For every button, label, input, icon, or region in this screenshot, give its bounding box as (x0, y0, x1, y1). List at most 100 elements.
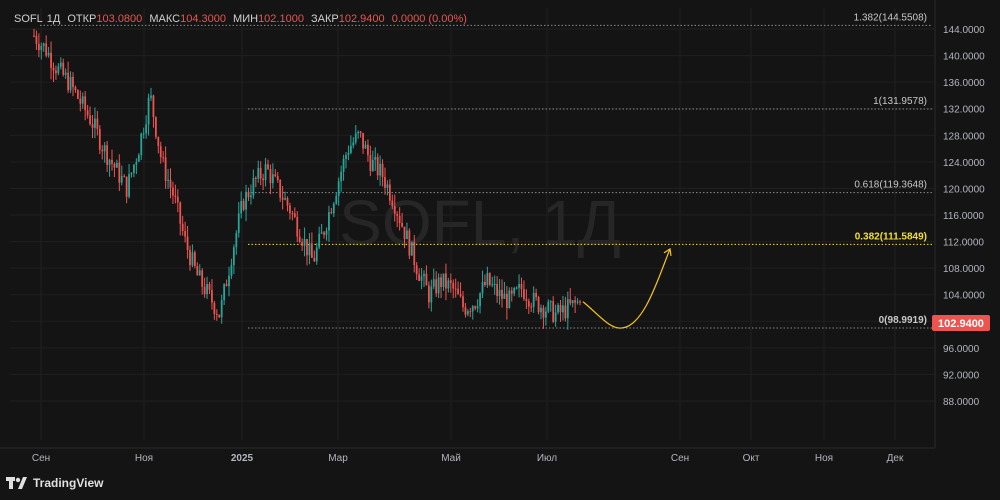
price-tag-box (932, 315, 990, 331)
candle-body (549, 301, 552, 303)
candle-body (537, 297, 540, 313)
candle-body (152, 95, 155, 118)
ohlc-legend: SOFL 1Д ОТКР103.0800 МАКС104.3000 МИН102.… (14, 13, 471, 25)
tradingview-logo[interactable]: TradingView (6, 476, 103, 490)
candle-body (298, 236, 301, 243)
candle-body (162, 157, 165, 159)
candle-body (423, 273, 425, 277)
candle-body (415, 265, 418, 275)
candle-body (315, 247, 318, 262)
time-tick-label: Июл (537, 453, 557, 464)
candle-body (479, 293, 481, 307)
candle-body (408, 230, 411, 256)
candle-body (301, 242, 304, 246)
candle-body (208, 284, 211, 290)
candle-body (488, 273, 491, 285)
candle-body (449, 280, 452, 283)
legend-symbol[interactable]: SOFL (14, 13, 43, 25)
candle-body (42, 43, 45, 46)
legend-interval[interactable]: 1Д (46, 13, 61, 25)
time-tick-label: Ноя (815, 453, 833, 464)
candle-body (554, 312, 557, 322)
candle-body (247, 191, 250, 198)
candle-body (466, 311, 469, 315)
legend-low-label: МИН (233, 13, 259, 25)
projection-arrowhead (663, 247, 672, 256)
candle-body (64, 72, 67, 75)
candle-body (213, 302, 216, 315)
candle-body (552, 301, 555, 322)
fib-level-label: 0.382(111.5849) (855, 231, 927, 242)
candle-body (69, 76, 72, 91)
candle-body (215, 314, 218, 316)
candle-body (118, 162, 121, 183)
candle-body (523, 289, 525, 299)
legend-change-value: 0.0000 (0.00%) (391, 13, 467, 25)
candle-body (179, 202, 182, 224)
candle-body (532, 292, 535, 307)
candle-body (284, 198, 286, 200)
candle-body (313, 257, 316, 262)
time-tick-label: Ноя (135, 453, 153, 464)
candle-body (362, 132, 364, 149)
legend-low-value: 102.1000 (258, 13, 304, 25)
candle-body (198, 270, 201, 276)
candle-body (381, 163, 384, 178)
candle-body (140, 133, 143, 156)
candle-body (401, 222, 403, 227)
candle-body (237, 213, 240, 233)
time-tick-label: Сен (671, 453, 689, 464)
candle-body (279, 179, 282, 198)
candle-body (40, 45, 43, 51)
candle-body (530, 306, 533, 308)
candle-body (447, 280, 450, 289)
candle-body (496, 284, 499, 297)
price-tick-label: 132.0000 (943, 105, 985, 116)
candle-body (320, 232, 323, 234)
candle-body (35, 35, 38, 44)
candle-body (218, 314, 221, 318)
candle-body (484, 282, 486, 286)
candle-body (325, 230, 328, 235)
candle-body (369, 155, 372, 171)
candle-body (250, 195, 252, 198)
candle-body (454, 288, 457, 290)
candle-body (103, 145, 106, 152)
candle-body (371, 159, 374, 171)
candle-body (491, 284, 494, 286)
candle-body (220, 300, 223, 318)
candle-body (505, 293, 508, 308)
candle-body (476, 306, 479, 309)
candle-body (137, 155, 140, 162)
candle-body (201, 270, 204, 287)
candle-body (72, 76, 74, 88)
candle-body (76, 90, 79, 99)
candle-body (206, 284, 208, 295)
candle-body (410, 241, 413, 256)
candle-body (347, 152, 350, 156)
candle-body (432, 279, 435, 287)
candle-body (45, 43, 48, 56)
candle-body (164, 157, 167, 181)
candle-body (86, 110, 89, 116)
legend-close-label: ЗАКР (311, 13, 339, 25)
candle-body (406, 230, 408, 240)
price-tick-label: 104.0000 (943, 291, 985, 302)
candle-body (445, 273, 447, 289)
time-tick-label: Окт (743, 453, 760, 464)
candle-body (457, 288, 460, 295)
candle-body (437, 277, 440, 294)
candle-body (50, 52, 52, 68)
candle-body (135, 161, 138, 165)
candle-body (384, 177, 386, 188)
candle-body (172, 187, 174, 196)
candle-body (67, 72, 70, 91)
candle-body (125, 176, 128, 197)
candle-body (425, 273, 428, 286)
candle-body (335, 195, 338, 204)
candle-body (128, 174, 130, 197)
candle-body (542, 307, 545, 318)
time-axis[interactable]: Сен Ноя 2025 Мар Май Июл Сен Окт Ноя Дек (0, 447, 935, 464)
candle-body (442, 273, 445, 288)
